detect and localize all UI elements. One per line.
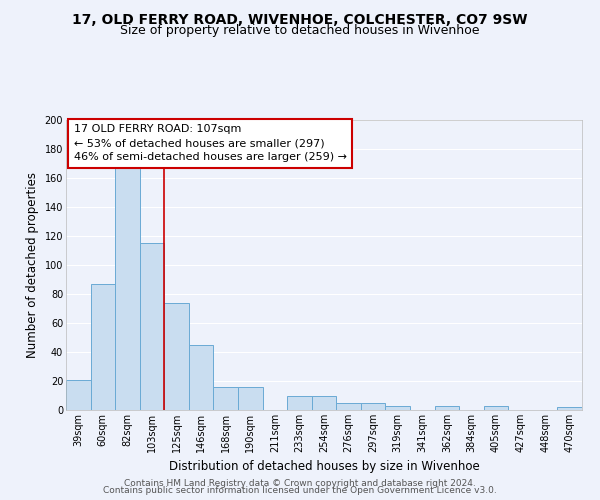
Text: Contains HM Land Registry data © Crown copyright and database right 2024.: Contains HM Land Registry data © Crown c… [124, 478, 476, 488]
Bar [312, 396, 336, 410]
Y-axis label: Number of detached properties: Number of detached properties [26, 172, 39, 358]
Text: 17, OLD FERRY ROAD, WIVENHOE, COLCHESTER, CO7 9SW: 17, OLD FERRY ROAD, WIVENHOE, COLCHESTER… [72, 12, 528, 26]
Bar [189, 345, 214, 410]
Bar [361, 403, 385, 410]
Bar [484, 406, 508, 410]
Bar [214, 387, 238, 410]
Bar [140, 244, 164, 410]
Bar [164, 302, 189, 410]
Bar [115, 168, 140, 410]
Bar [91, 284, 115, 410]
Bar [557, 407, 582, 410]
Bar [238, 387, 263, 410]
Text: 17 OLD FERRY ROAD: 107sqm
← 53% of detached houses are smaller (297)
46% of semi: 17 OLD FERRY ROAD: 107sqm ← 53% of detac… [74, 124, 347, 162]
X-axis label: Distribution of detached houses by size in Wivenhoe: Distribution of detached houses by size … [169, 460, 479, 473]
Bar [434, 406, 459, 410]
Bar [336, 403, 361, 410]
Bar [287, 396, 312, 410]
Text: Size of property relative to detached houses in Wivenhoe: Size of property relative to detached ho… [120, 24, 480, 37]
Bar [66, 380, 91, 410]
Bar [385, 406, 410, 410]
Text: Contains public sector information licensed under the Open Government Licence v3: Contains public sector information licen… [103, 486, 497, 495]
